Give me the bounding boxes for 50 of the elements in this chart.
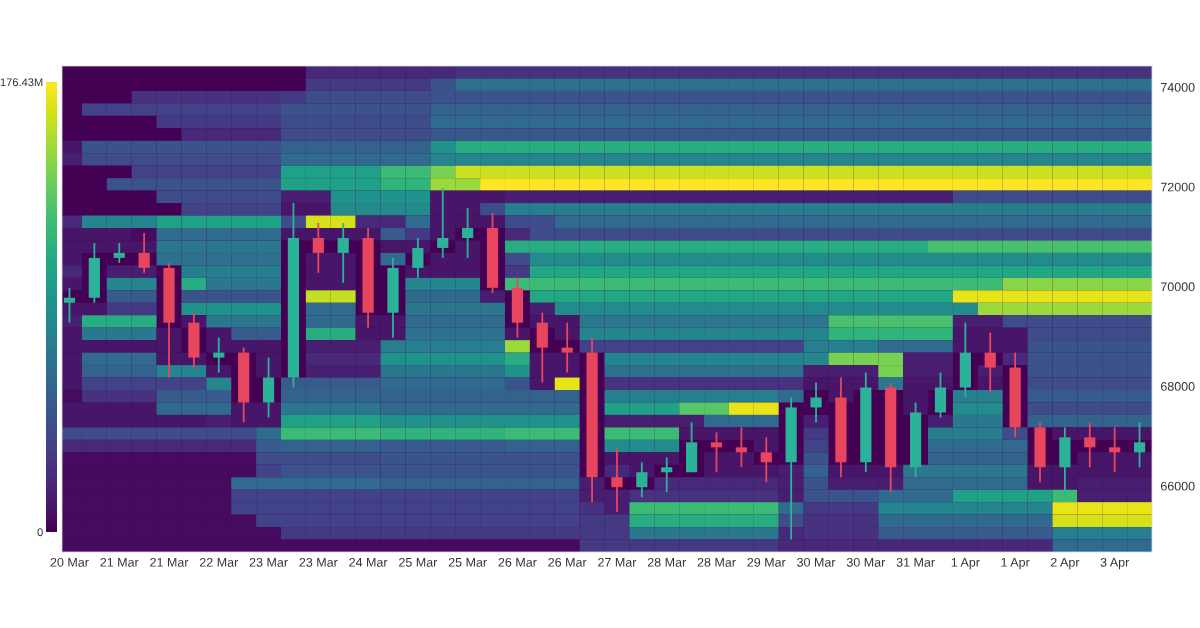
x-tick-label: 30 Mar (797, 557, 836, 567)
x-tick-label: 23 Mar (299, 557, 338, 567)
x-tick-label: 31 Mar (896, 557, 935, 567)
y-tick-label: 72000 (1160, 182, 1195, 192)
x-tick-label: 25 Mar (448, 557, 487, 567)
color-bar-label: 0 (37, 528, 43, 537)
x-tick-label: 21 Mar (150, 557, 189, 567)
x-tick-label: 28 Mar (697, 557, 736, 567)
candlestick (984, 331, 996, 394)
y-tick-label: 68000 (1160, 382, 1195, 391)
candlestick (412, 237, 424, 279)
y-tick-label: 74000 (1160, 82, 1195, 92)
x-tick-label: 28 Mar (647, 557, 686, 567)
x-tick-label: 23 Mar (249, 557, 288, 567)
x-tick-label: 21 Mar (100, 557, 139, 567)
x-tick-label: 3 Apr (1100, 557, 1130, 570)
candlestick (462, 207, 474, 259)
candlestick (213, 336, 225, 374)
x-tick-label: 24 Mar (349, 557, 388, 567)
candlestick (1084, 421, 1096, 469)
candlestick (337, 222, 349, 284)
candlestick (760, 436, 772, 484)
x-tick-label: 26 Mar (498, 557, 537, 567)
candlestick (113, 242, 125, 264)
candlestick (138, 232, 150, 274)
x-tick-label: 2 Apr (1050, 557, 1080, 570)
candlestick (735, 426, 747, 469)
candlestick (437, 187, 449, 259)
candlestick (661, 456, 673, 494)
candlestick (312, 222, 324, 274)
x-tick-label: 20 Mar (50, 557, 89, 567)
candlestick (561, 321, 573, 374)
candlestick (63, 286, 76, 324)
x-tick-label: 26 Mar (548, 557, 587, 567)
candlestick (611, 446, 623, 514)
x-tick-label: 27 Mar (598, 557, 637, 567)
color-bar-label: 176.43M (0, 78, 43, 87)
candlestick (710, 431, 723, 474)
x-tick-label: 30 Mar (846, 557, 886, 567)
x-tick-label: 29 Mar (747, 557, 786, 567)
x-tick-label: 1 Apr (1001, 558, 1030, 570)
candlestick (636, 461, 648, 499)
y-tick-label: 66000 (1160, 481, 1195, 491)
x-tick-label: 25 Mar (399, 557, 438, 567)
candlestick (810, 381, 822, 424)
candlestick (1133, 421, 1146, 469)
x-tick-label: 1 Apr (951, 558, 980, 570)
y-tick-label: 70000 (1160, 282, 1195, 292)
candlestick (1109, 426, 1121, 474)
x-tick-label: 22 Mar (199, 557, 239, 567)
